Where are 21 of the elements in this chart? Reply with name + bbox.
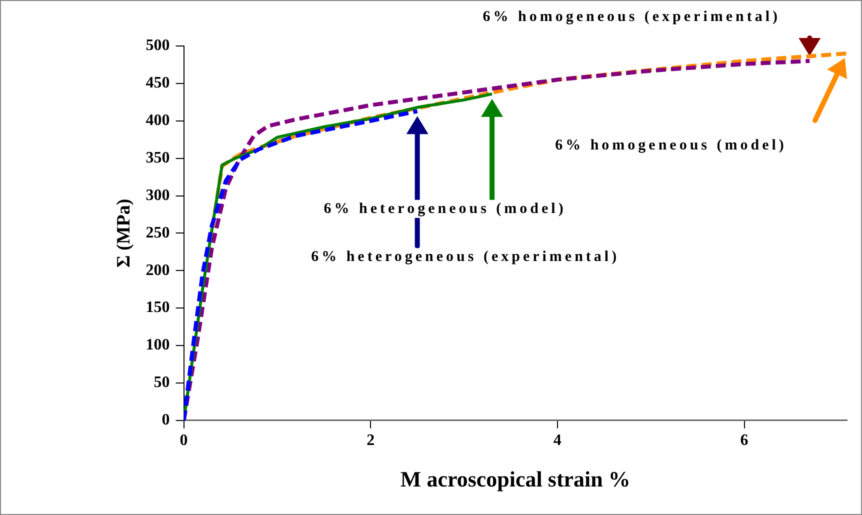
y-tick-label: 300 — [146, 186, 170, 204]
y-tick-label: 50 — [154, 374, 170, 392]
annotation: 6% heterogeneous (experimental) — [311, 249, 620, 266]
y-tick-label: 0 — [162, 412, 170, 429]
y-tick-label: 150 — [146, 299, 170, 316]
x-tick-label: 6 — [740, 432, 748, 450]
y-tick-label: 350 — [146, 149, 170, 166]
y-tick-label: 400 — [146, 112, 170, 130]
annotation: 6% heterogeneous (model) — [324, 200, 566, 217]
y-tick-label: 450 — [146, 74, 170, 92]
x-tick-label: 0 — [180, 432, 188, 450]
x-axis-title: M acroscopical strain % — [400, 466, 630, 492]
y-tick-label: 200 — [146, 262, 170, 279]
y-tick-label: 500 — [146, 37, 170, 54]
x-tick-label: 2 — [366, 432, 375, 450]
x-tick-label: 4 — [553, 432, 562, 450]
y-axis-title: Σ (MPa) — [113, 198, 134, 268]
y-tick-label: 250 — [146, 224, 170, 242]
y-tick-label: 100 — [146, 336, 170, 354]
text: 6% homogeneous (experimental) — [482, 8, 781, 25]
annotation: 6% homogeneous (model) — [555, 137, 787, 154]
